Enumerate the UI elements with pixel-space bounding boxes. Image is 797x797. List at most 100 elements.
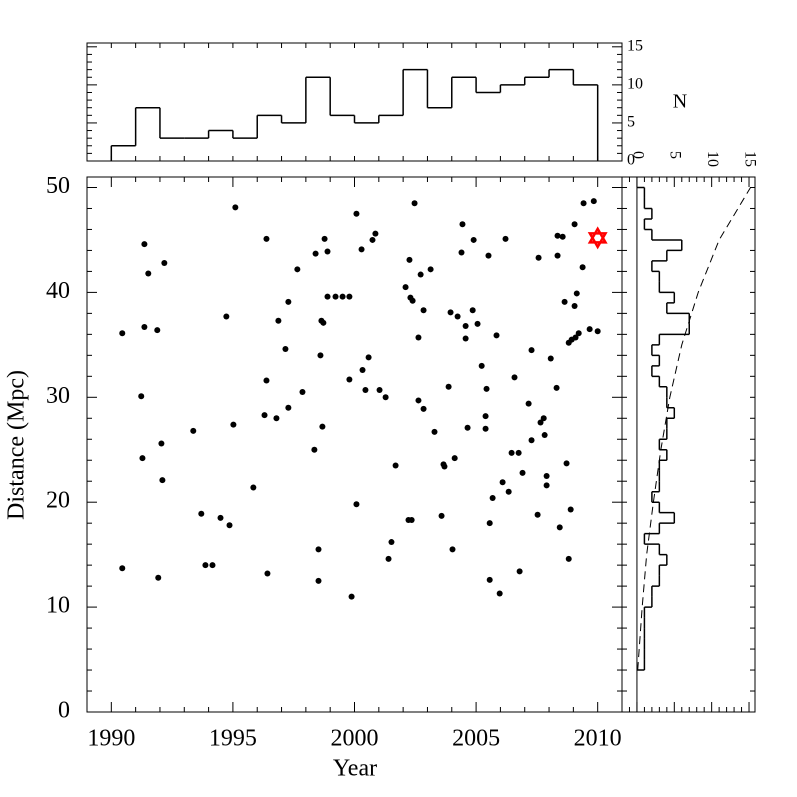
data-point [594,328,601,335]
y-tick-label: 10 [627,76,643,93]
data-point [454,313,461,320]
data-point [312,250,319,257]
y-tick-label: 40 [46,278,70,304]
y-tick-label: 20 [46,488,70,514]
data-point [332,293,339,300]
data-point [579,264,586,271]
data-point [369,236,376,243]
data-point [339,293,346,300]
data-point [392,462,399,469]
data-point [474,320,481,327]
data-point [554,232,561,239]
data-point [556,524,563,531]
data-point [489,495,496,501]
data-point [376,386,383,393]
data-point [572,334,579,341]
data-point [540,415,547,422]
data-point [441,463,448,470]
data-point [353,210,360,217]
data-point [561,298,568,305]
data-point [493,332,500,339]
x-axis-title: Year [333,756,377,782]
y-tick-label: 5 [627,114,635,131]
data-point [447,309,454,316]
y-tick-label: 0 [627,152,635,169]
data-point [511,374,518,381]
data-point [406,256,413,263]
data-point [145,270,152,277]
data-point [250,484,257,491]
data-point [119,565,126,572]
data-point [346,376,353,383]
data-point [590,198,597,205]
data-point [515,449,522,456]
data-point [554,252,561,259]
y-tick-label: 50 [46,173,70,199]
data-point [217,514,224,521]
data-point [559,233,566,240]
data-point [263,377,270,384]
data-point [580,200,587,207]
data-point [486,520,493,527]
x-tick-label: 15 [741,151,758,167]
data-point [519,469,526,476]
data-point [372,230,379,237]
data-point [543,482,550,489]
data-point [385,555,392,562]
data-point [264,570,271,577]
x-tick-label: 5 [667,151,684,159]
data-point [508,449,515,456]
data-point [319,423,326,430]
data-point [321,235,328,242]
data-point [547,355,554,362]
data-point [226,522,233,529]
y-tick-label: 0 [58,698,70,724]
data-point [202,562,209,569]
data-point [486,576,493,583]
data-point [534,511,541,518]
data-point [438,512,445,519]
data-point [482,413,489,420]
data-point [285,404,292,411]
data-point [483,385,490,392]
data-point [575,330,582,337]
data-point [324,248,331,255]
data-point [159,477,166,484]
data-point [571,221,578,228]
data-point [317,352,324,359]
data-point [285,298,292,305]
y-tick-label: 15 [627,37,643,54]
data-point [402,284,409,291]
data-point [525,400,532,407]
data-point [315,546,322,553]
data-point [449,546,456,553]
data-point [320,319,327,326]
data-point [141,324,148,331]
right-panel-frame [621,176,756,713]
data-point [141,241,148,248]
data-point [348,593,355,600]
data-point [155,574,162,581]
data-point [139,455,146,462]
data-point [496,590,503,597]
data-point [485,252,492,259]
data-point [299,389,306,396]
data-point [482,425,489,432]
data-point [388,539,395,546]
data-point [535,254,542,261]
model-curve [637,187,751,671]
x-tick-label: 1990 [87,726,135,752]
y-tick-label: 10 [46,593,70,619]
data-point [158,440,165,447]
data-point [431,428,438,435]
data-point [502,235,509,242]
data-point [571,303,578,310]
data-point [470,236,477,243]
data-point [353,501,360,508]
data-point [223,313,230,320]
data-point [543,472,550,479]
data-point [537,419,544,426]
data-point [119,330,126,337]
data-point [567,506,574,513]
data-point [541,432,548,439]
